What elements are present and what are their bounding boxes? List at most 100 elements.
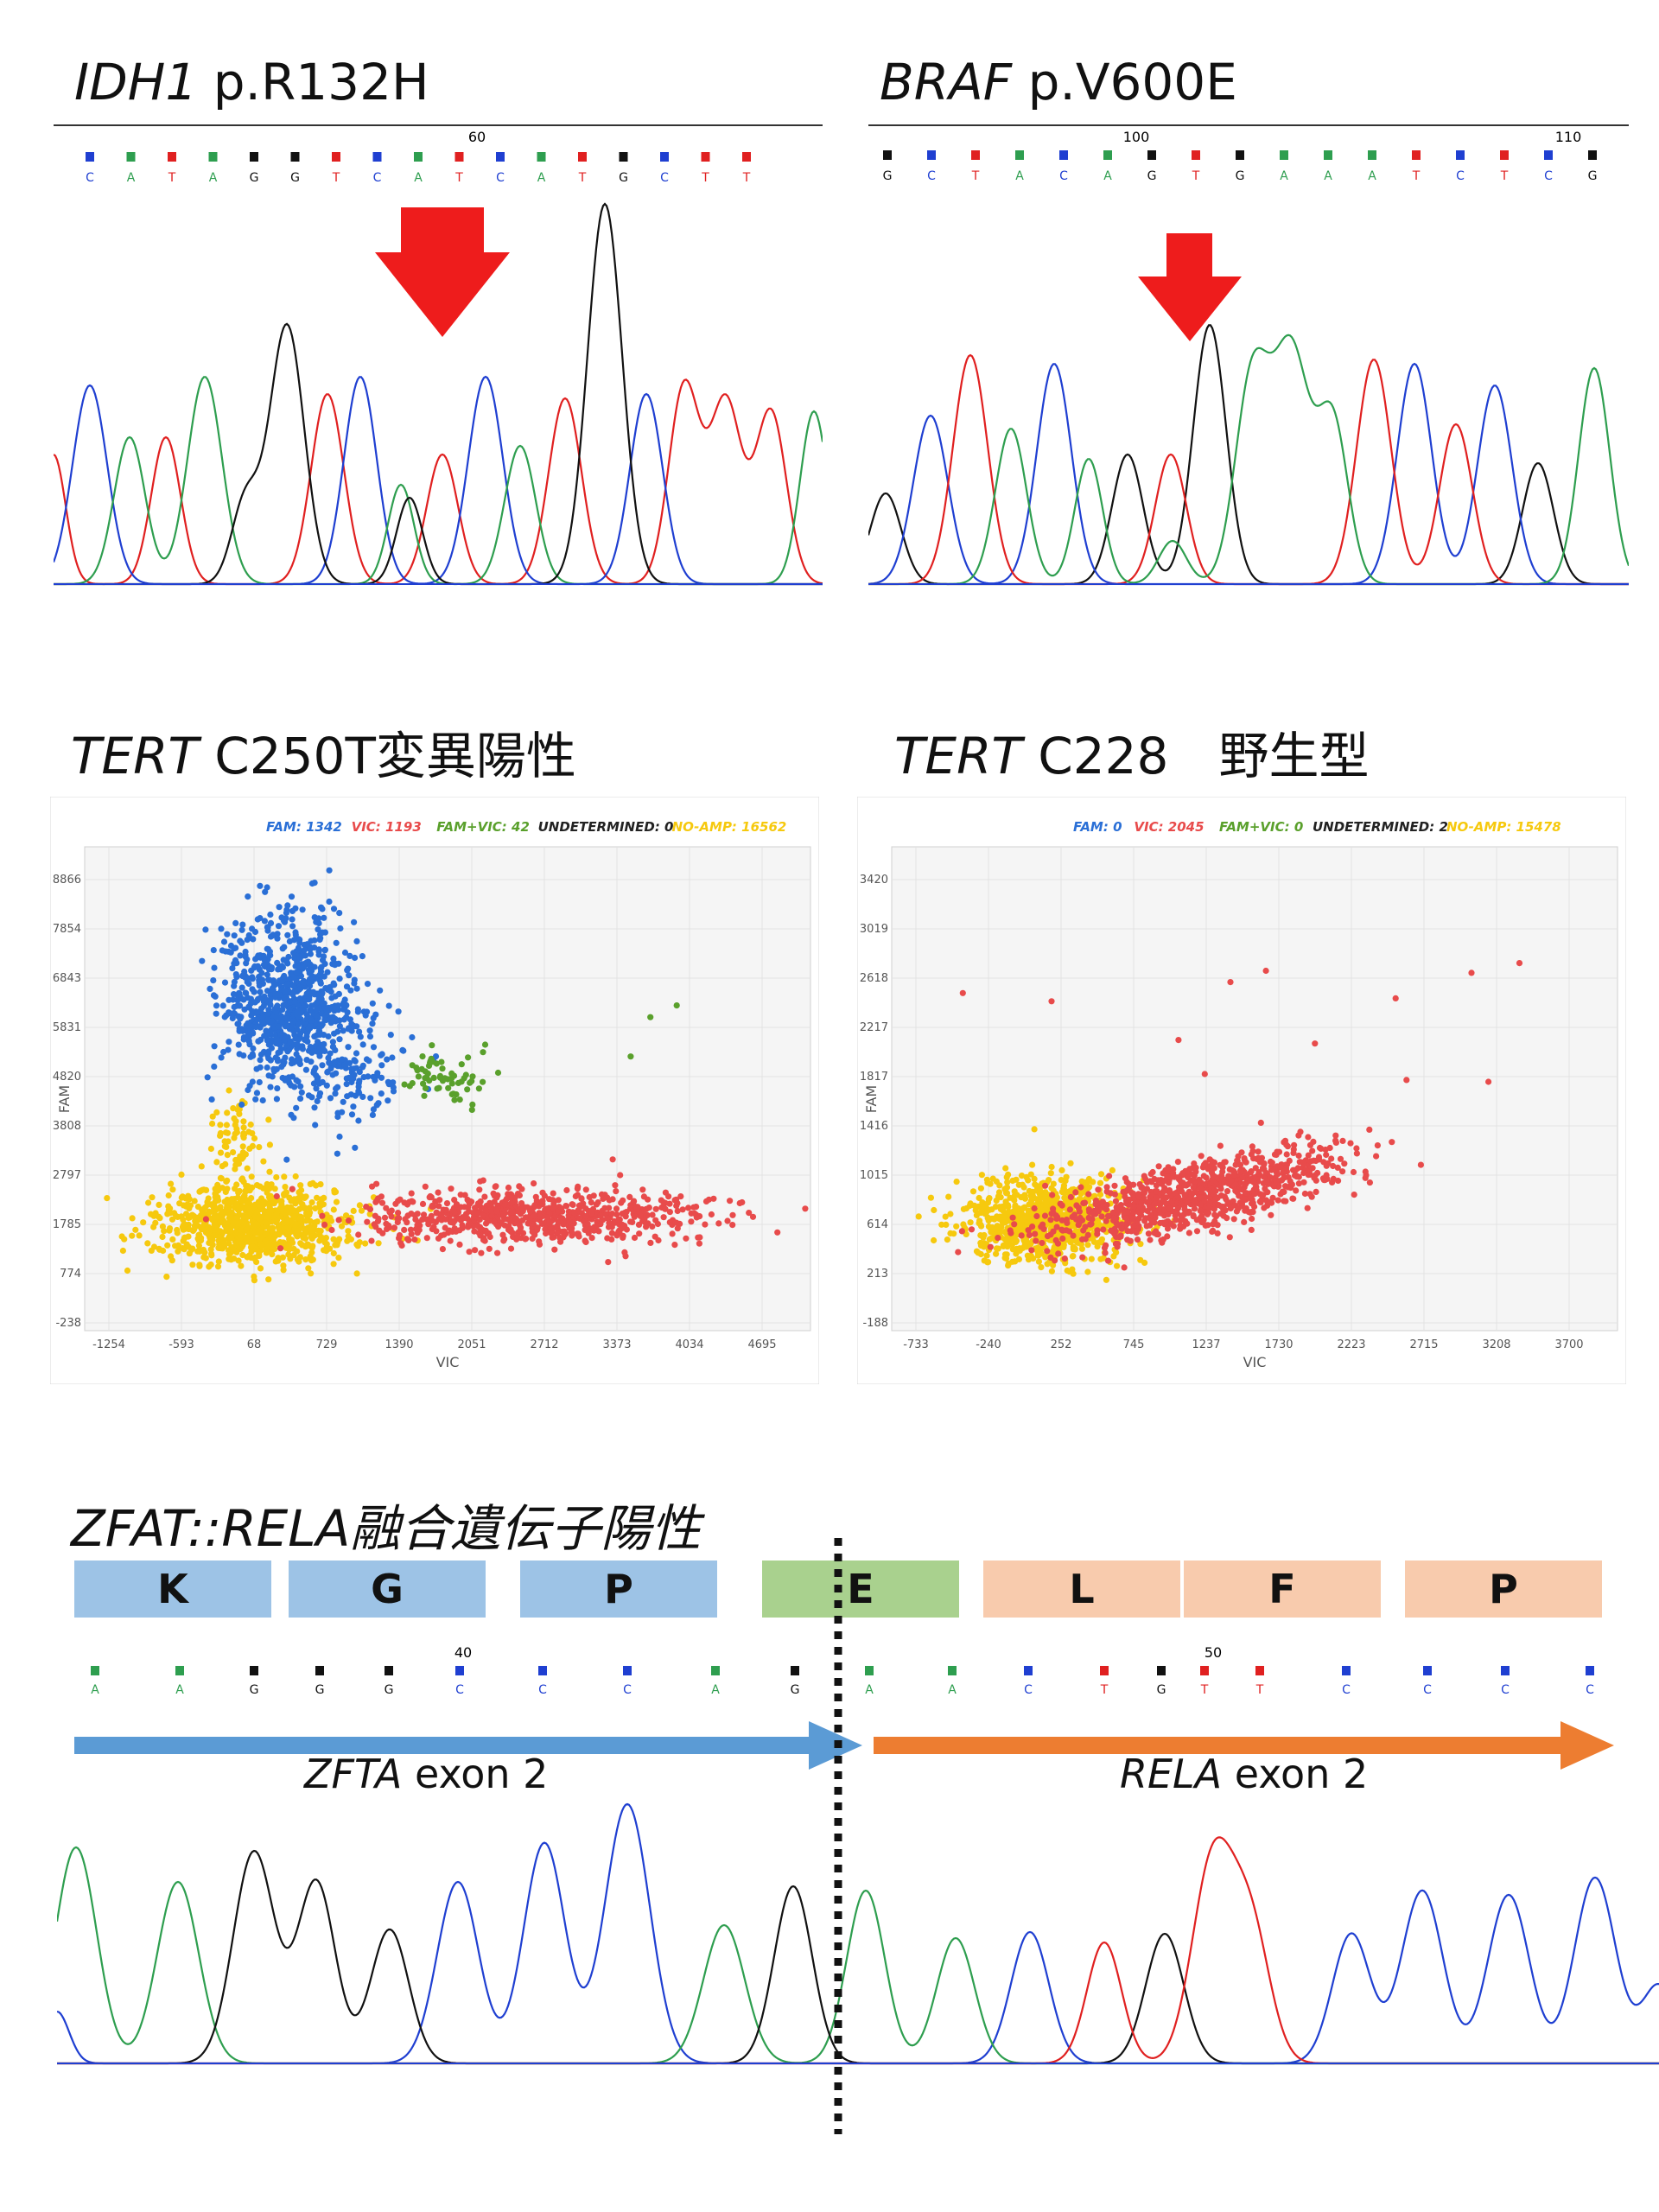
tert250-droplet-fam bbox=[341, 1062, 348, 1069]
tert250-droplet-noamp bbox=[180, 1217, 187, 1224]
tert250-droplet-noamp bbox=[243, 1226, 250, 1233]
tert250-droplet-fam bbox=[346, 1059, 353, 1066]
tert250-droplet-vic bbox=[478, 1249, 485, 1256]
tert250-droplet-noamp bbox=[224, 1109, 231, 1116]
tert228-droplet-vic bbox=[1274, 1148, 1281, 1155]
tert228-droplet-vic bbox=[1339, 1168, 1346, 1175]
tert250-droplet-noamp bbox=[231, 1135, 238, 1141]
tert250-droplet-noamp bbox=[245, 1213, 251, 1220]
tert250-droplet-vic bbox=[652, 1217, 659, 1224]
tert250-droplet-fam bbox=[297, 1083, 304, 1090]
tert228-xtick: 2223 bbox=[1337, 1338, 1365, 1351]
tert250-droplet-fam bbox=[330, 906, 338, 912]
tert250-droplet-fam bbox=[246, 1022, 253, 1029]
idh1-base-call: G bbox=[250, 171, 259, 185]
tert250-droplet-vic bbox=[551, 1246, 558, 1253]
tert250-droplet-fam bbox=[240, 996, 247, 1003]
tert250-droplet-fam bbox=[249, 925, 256, 932]
tert250-droplet-noamp bbox=[224, 1196, 231, 1204]
tert250-droplet-vic bbox=[572, 1192, 579, 1200]
tert250-droplet-fam bbox=[377, 987, 384, 994]
tert250-droplet-fam bbox=[267, 996, 274, 1003]
tert250-droplet-noamp bbox=[226, 1247, 232, 1254]
tert250-droplet-vic bbox=[710, 1195, 717, 1202]
braf-position-label-110: 110 bbox=[1555, 129, 1582, 145]
tert228-droplet-vic bbox=[1048, 998, 1055, 1005]
tert250-droplet-fam bbox=[287, 999, 294, 1006]
tert250-droplet-fam bbox=[202, 926, 209, 933]
tert228-droplet-vic bbox=[1118, 1221, 1125, 1228]
tert250-droplet-fam bbox=[362, 1012, 369, 1019]
tert250-droplet-vic bbox=[532, 1193, 539, 1200]
tert228-droplet-vic bbox=[1151, 1200, 1159, 1207]
tert228-droplet-vic bbox=[1252, 1165, 1259, 1172]
tert228-droplet-vic bbox=[1283, 1151, 1290, 1158]
tert228-droplet-vic bbox=[1243, 1190, 1250, 1197]
tert250-droplet-vic bbox=[626, 1193, 633, 1200]
tert250-droplet-fam bbox=[311, 1033, 318, 1040]
tert250-droplet-fam bbox=[316, 1028, 323, 1035]
tert250-droplet-noamp bbox=[251, 1273, 257, 1280]
tert250-droplet-fam bbox=[327, 1020, 334, 1027]
idh1-mutation-arrow bbox=[375, 207, 510, 337]
tert228-ytick: 614 bbox=[867, 1218, 888, 1231]
tert228-droplet-vic bbox=[1135, 1191, 1142, 1198]
tert250-droplet-fam bbox=[220, 938, 228, 945]
tert250-droplet-vic bbox=[526, 1220, 533, 1227]
tert228-droplet-vic bbox=[1076, 1220, 1083, 1227]
tert250-droplet-fam bbox=[366, 1033, 374, 1040]
tert250-droplet-fam bbox=[232, 957, 239, 963]
tert250-droplet-noamp bbox=[215, 1187, 222, 1194]
tert250-droplet-fam bbox=[370, 1044, 378, 1051]
zfta-exon-arrow bbox=[74, 1721, 862, 1770]
tert228-xtick: 745 bbox=[1123, 1338, 1145, 1351]
tert228-droplet-vic bbox=[1269, 1194, 1276, 1201]
tert228-droplet-vic bbox=[1257, 1198, 1264, 1205]
tert250-droplet-famvic bbox=[481, 1041, 489, 1048]
tert250-droplet-noamp bbox=[265, 1116, 272, 1123]
tert228-droplet-vic bbox=[1305, 1152, 1312, 1159]
tert250-droplet-noamp bbox=[149, 1211, 156, 1218]
tert250-droplet-vic bbox=[534, 1226, 541, 1233]
tert250-droplet-fam bbox=[299, 1043, 306, 1050]
braf-base-marker bbox=[1192, 150, 1200, 160]
tert250-droplet-noamp bbox=[200, 1221, 207, 1228]
tert250-droplet-fam bbox=[345, 1044, 352, 1051]
tert250-droplet-fam bbox=[315, 998, 321, 1005]
tert250-droplet-fam bbox=[262, 888, 269, 895]
tert228-droplet-vic bbox=[1135, 1224, 1142, 1231]
tert250-droplet-fam bbox=[249, 1007, 256, 1014]
tert250-droplet-fam bbox=[355, 1084, 362, 1090]
tert228-droplet-vic bbox=[1187, 1171, 1194, 1178]
tert228-droplet-noamp bbox=[976, 1194, 982, 1202]
tert250-droplet-noamp bbox=[356, 1239, 363, 1246]
tert228-droplet-vic bbox=[1294, 1165, 1301, 1172]
tert250-droplet-fam bbox=[336, 976, 343, 982]
tert228-droplet-vic bbox=[1290, 1146, 1297, 1153]
tert228-droplet-vic bbox=[1257, 1119, 1264, 1126]
braf-base-call: T bbox=[1500, 169, 1509, 183]
tert250-droplet-vic bbox=[604, 1215, 611, 1222]
tert250-droplet-fam bbox=[385, 1097, 391, 1104]
tert250-droplet-fam bbox=[343, 1081, 350, 1088]
tert250-droplet-fam bbox=[298, 1007, 305, 1014]
tert250-droplet-fam bbox=[385, 1081, 392, 1088]
braf-base-call: A bbox=[1015, 169, 1024, 183]
tert250-droplet-fam bbox=[311, 937, 318, 944]
amino-acid-box: G bbox=[289, 1560, 486, 1618]
tert228-droplet-vic bbox=[1164, 1225, 1172, 1232]
tert250-droplet-vic bbox=[588, 1208, 595, 1215]
tert228-droplet-vic bbox=[1374, 1142, 1381, 1149]
tert228-droplet-vic bbox=[1067, 1193, 1074, 1200]
tert250-droplet-fam bbox=[279, 1006, 286, 1014]
braf-trace-C bbox=[868, 362, 1629, 586]
tert250-droplet-vic bbox=[466, 1249, 473, 1255]
tert228-droplet-vic bbox=[1182, 1217, 1189, 1224]
tert250-droplet-noamp bbox=[336, 1236, 343, 1243]
tert250-droplet-fam bbox=[352, 1144, 359, 1151]
tert228-droplet-noamp bbox=[1003, 1203, 1011, 1210]
tert250-droplet-noamp bbox=[333, 1198, 340, 1205]
tert250-droplet-noamp bbox=[156, 1246, 163, 1253]
tert228-droplet-noamp bbox=[1084, 1268, 1091, 1275]
tert250-droplet-fam bbox=[264, 1011, 271, 1018]
